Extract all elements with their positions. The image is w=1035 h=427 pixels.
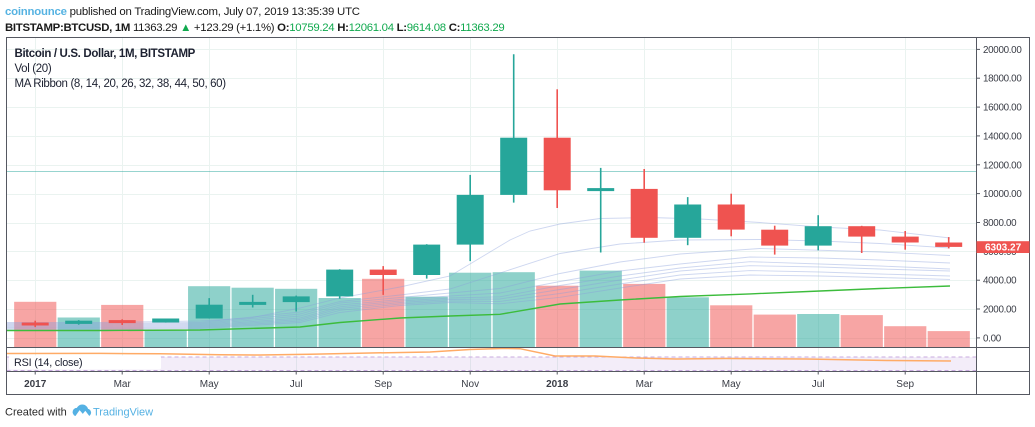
- svg-text:18000.00: 18000.00: [983, 74, 1022, 85]
- svg-text:Mar: Mar: [636, 379, 654, 390]
- svg-text:6303.27: 6303.27: [985, 243, 1022, 254]
- svg-text:MA Ribbon (8, 14, 20, 26, 32,: MA Ribbon (8, 14, 20, 26, 32, 38, 44, 50…: [15, 78, 227, 90]
- svg-text:4000.00: 4000.00: [983, 276, 1017, 287]
- svg-text:Created with: Created with: [5, 407, 67, 419]
- svg-text:coinnounce published on Tradin: coinnounce published on TradingView.com,…: [5, 6, 360, 18]
- svg-text:Mar: Mar: [114, 379, 132, 390]
- svg-text:2000.00: 2000.00: [983, 305, 1017, 316]
- svg-text:2018: 2018: [546, 379, 569, 390]
- svg-text:10000.00: 10000.00: [983, 189, 1022, 200]
- svg-text:May: May: [722, 379, 741, 390]
- svg-text:2017: 2017: [24, 379, 47, 390]
- svg-text:0.00: 0.00: [983, 333, 1002, 344]
- svg-text:RSI (14, close): RSI (14, close): [14, 357, 82, 369]
- svg-text:May: May: [200, 379, 219, 390]
- svg-text:Jul: Jul: [812, 379, 825, 390]
- svg-text:Bitcoin / U.S. Dollar, 1M, BIT: Bitcoin / U.S. Dollar, 1M, BITSTAMP: [15, 48, 196, 60]
- svg-text:Nov: Nov: [461, 379, 479, 390]
- svg-text:TradingView: TradingView: [93, 407, 153, 419]
- svg-text:20000.00: 20000.00: [983, 45, 1022, 56]
- svg-text:Sep: Sep: [374, 379, 392, 390]
- svg-text:Vol (20): Vol (20): [15, 63, 52, 75]
- svg-text:Sep: Sep: [896, 379, 914, 390]
- svg-text:8000.00: 8000.00: [983, 218, 1017, 229]
- svg-text:16000.00: 16000.00: [983, 103, 1022, 114]
- svg-text:14000.00: 14000.00: [983, 131, 1022, 142]
- svg-text:Jul: Jul: [290, 379, 303, 390]
- svg-text:12000.00: 12000.00: [983, 160, 1022, 171]
- svg-text:BITSTAMP:BTCUSD, 1M 11363.29: BITSTAMP:BTCUSD, 1M 11363.29 ▲ +123.29 (…: [5, 22, 504, 34]
